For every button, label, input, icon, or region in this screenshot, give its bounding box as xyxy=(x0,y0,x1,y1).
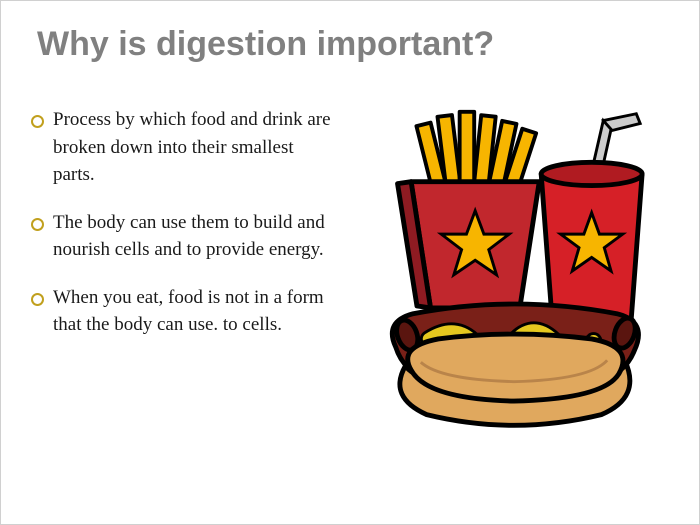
list-item: When you eat, food is not in a form that… xyxy=(31,284,331,339)
bullet-list: Process by which food and drink are brok… xyxy=(31,106,331,436)
list-item: Process by which food and drink are brok… xyxy=(31,106,331,189)
content-row: Process by which food and drink are brok… xyxy=(31,106,669,436)
slide-container: Why is digestion important? Process by w… xyxy=(0,0,700,525)
list-item: The body can use them to build and nouri… xyxy=(31,209,331,264)
illustration-area xyxy=(349,106,679,436)
page-title: Why is digestion important? xyxy=(37,25,669,64)
fastfood-icon xyxy=(349,106,679,436)
